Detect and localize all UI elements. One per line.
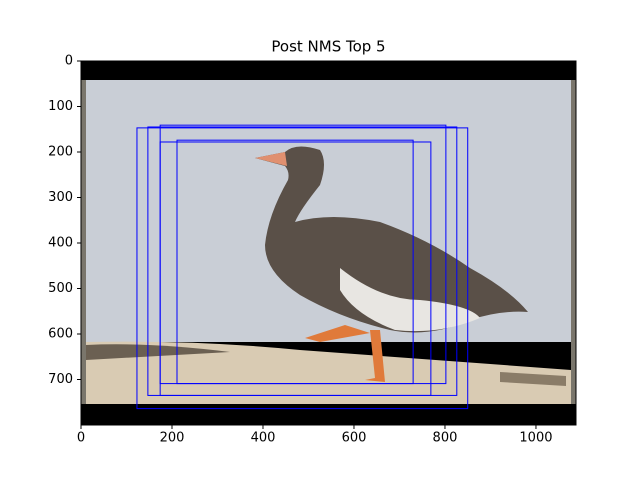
- x-tick-label: 1000: [519, 431, 552, 446]
- y-tick-label: 600: [48, 327, 73, 342]
- bounding-box: [159, 141, 432, 396]
- goose-beak: [255, 152, 287, 166]
- x-tick-label: 200: [160, 431, 185, 446]
- photo-edge: [81, 80, 86, 404]
- y-tick-label: 0: [65, 54, 73, 69]
- rocks: [86, 344, 230, 360]
- goose-belly: [340, 268, 480, 332]
- chart-title: Post NMS Top 5: [271, 38, 385, 56]
- x-tick-label: 600: [342, 431, 367, 446]
- ground: [86, 341, 571, 404]
- goose-body: [255, 146, 528, 333]
- y-tick-label: 100: [48, 99, 73, 114]
- x-tick-label: 800: [433, 431, 458, 446]
- photo: [81, 61, 576, 425]
- y-tick-label: 500: [48, 281, 73, 296]
- bounding-box: [136, 127, 469, 410]
- x-tick-label: 400: [251, 431, 276, 446]
- y-tick-label: 400: [48, 236, 73, 251]
- log: [500, 372, 566, 386]
- x-tick-label: 0: [77, 431, 85, 446]
- y-tick-label: 300: [48, 190, 73, 205]
- bounding-box: [176, 139, 414, 385]
- photo-edge: [571, 80, 576, 404]
- goose-legs: [305, 325, 385, 382]
- y-tick-label: 200: [48, 145, 73, 160]
- y-tick-label: 700: [48, 372, 73, 387]
